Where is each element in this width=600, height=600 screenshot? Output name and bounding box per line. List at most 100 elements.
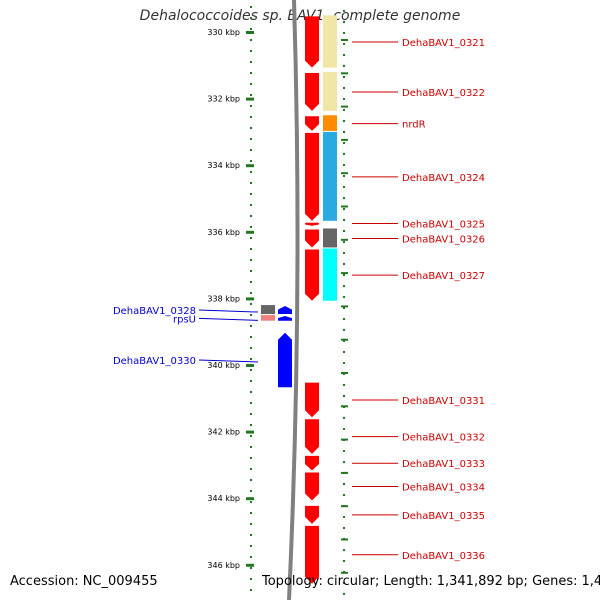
ruler-tick-label: 332 kbp (207, 95, 240, 104)
forward-gene-arrow[interactable] (305, 249, 319, 301)
gene-label[interactable]: DehaBAV1_0321 (402, 38, 485, 49)
forward-gene-arrow[interactable] (305, 505, 319, 524)
forward-gene-arrow[interactable] (305, 132, 319, 221)
forward-gene-arrow[interactable] (305, 72, 319, 111)
ruler-minor-tick (341, 172, 348, 175)
ruler-dot-right (343, 43, 345, 45)
gene-label-leader (198, 359, 259, 363)
ruler-minor-tick (341, 238, 348, 241)
length-label: Length: (383, 574, 433, 589)
ruler-dot (250, 149, 252, 151)
reverse-gene-arrow[interactable] (278, 306, 292, 315)
accession-info: Accession: NC_009455 (10, 574, 158, 589)
ruler-dot-right (343, 263, 345, 265)
gene-label[interactable]: DehaBAV1_0325 (402, 219, 485, 230)
ruler-dot-right (343, 175, 345, 177)
forward-gene-arrow[interactable] (305, 116, 319, 131)
ruler-dot-right (343, 494, 345, 496)
ruler-dot-right (343, 54, 345, 56)
gene-label[interactable]: rpsU (173, 314, 196, 325)
gene-label-leader (198, 317, 259, 321)
ruler-dot-right (343, 549, 345, 551)
gene-label[interactable]: DehaBAV1_0336 (402, 551, 485, 562)
gene-label[interactable]: DehaBAV1_0330 (113, 356, 196, 367)
gene-label[interactable]: DehaBAV1_0332 (402, 433, 485, 444)
gene-label[interactable]: DehaBAV1_0326 (402, 234, 485, 245)
ruler-tick-label: 338 kbp (207, 294, 240, 303)
ruler-dot (250, 402, 252, 404)
ruler-minor-tick (341, 105, 348, 108)
ruler-tick (246, 97, 254, 101)
forward-gene-arrow[interactable] (305, 222, 319, 226)
ruler-dot-right (343, 241, 345, 243)
ruler-dot-right (343, 307, 345, 309)
ruler-minor-tick (341, 305, 348, 308)
gene-label[interactable]: DehaBAV1_0335 (402, 511, 485, 522)
ruler-dot (250, 490, 252, 492)
forward-gene-arrow[interactable] (305, 455, 319, 471)
ruler-dot (250, 83, 252, 85)
ruler-dot (250, 270, 252, 272)
forward-gene-arrow[interactable] (305, 229, 319, 248)
ruler-dot (250, 160, 252, 162)
gene-category-box (323, 15, 337, 68)
ruler-tick (246, 297, 254, 301)
ruler-dot (250, 193, 252, 195)
genes-label: Genes: (532, 574, 578, 589)
reverse-gene-arrow[interactable] (278, 332, 292, 388)
ruler-dot-right (343, 21, 345, 23)
forward-gene-arrow[interactable] (305, 525, 319, 584)
ruler-dot-right (343, 384, 345, 386)
ruler-minor-tick (341, 39, 348, 41)
ruler-dot-right (343, 516, 345, 518)
gene-label[interactable]: DehaBAV1_0334 (402, 483, 485, 494)
ruler-dot (250, 116, 252, 118)
gene-label[interactable]: DehaBAV1_0328 (113, 306, 196, 317)
ruler-dot-right (343, 120, 345, 122)
ruler-minor-tick (341, 138, 348, 141)
gene-label[interactable]: DehaBAV1_0322 (402, 88, 485, 99)
ruler-dot-right (343, 98, 345, 100)
ruler-dot (250, 72, 252, 74)
genes-value: 1,421 (581, 574, 600, 589)
reverse-gene-arrow[interactable] (278, 316, 292, 321)
topology-label: Topology: (262, 574, 323, 589)
ruler-dot (250, 534, 252, 536)
ruler-tick (246, 164, 254, 168)
ruler-dot-right (343, 560, 345, 562)
ruler-minor-tick (341, 72, 348, 75)
gene-label[interactable]: DehaBAV1_0333 (402, 459, 485, 470)
ruler-dot-right (343, 109, 345, 111)
genome-backbone (287, 0, 300, 600)
ruler-dot (250, 336, 252, 338)
gene-label[interactable]: DehaBAV1_0327 (402, 271, 485, 282)
ruler-dot-right (343, 329, 345, 331)
gene-label[interactable]: nrdR (402, 120, 426, 131)
forward-gene-arrow[interactable] (305, 419, 319, 454)
ruler-dot-right (343, 131, 345, 133)
ruler-dot (250, 259, 252, 261)
ruler-dot (250, 567, 252, 569)
accession-value: NC_009455 (82, 574, 158, 589)
ruler-dot-right (343, 362, 345, 364)
ruler-dot (250, 358, 252, 360)
forward-gene-arrow[interactable] (305, 382, 319, 418)
ruler-dot (250, 512, 252, 514)
gene-label[interactable]: DehaBAV1_0331 (402, 396, 485, 407)
gene-label[interactable]: DehaBAV1_0324 (402, 173, 485, 184)
ruler-dot-right (343, 219, 345, 221)
forward-gene-arrow[interactable] (305, 16, 319, 68)
ruler-tick-label: 346 kbp (207, 561, 240, 570)
ruler-dot-right (343, 32, 345, 34)
ruler-dot-right (343, 593, 345, 595)
ruler-dot (250, 347, 252, 349)
ruler-dot-right (343, 582, 345, 584)
ruler-dot-right (343, 197, 345, 199)
ruler-dot-right (343, 76, 345, 78)
gene-category-box (261, 315, 275, 321)
ruler-tick-label: 344 kbp (207, 494, 240, 503)
forward-gene-arrow[interactable] (305, 472, 319, 501)
ruler-dot (250, 391, 252, 393)
